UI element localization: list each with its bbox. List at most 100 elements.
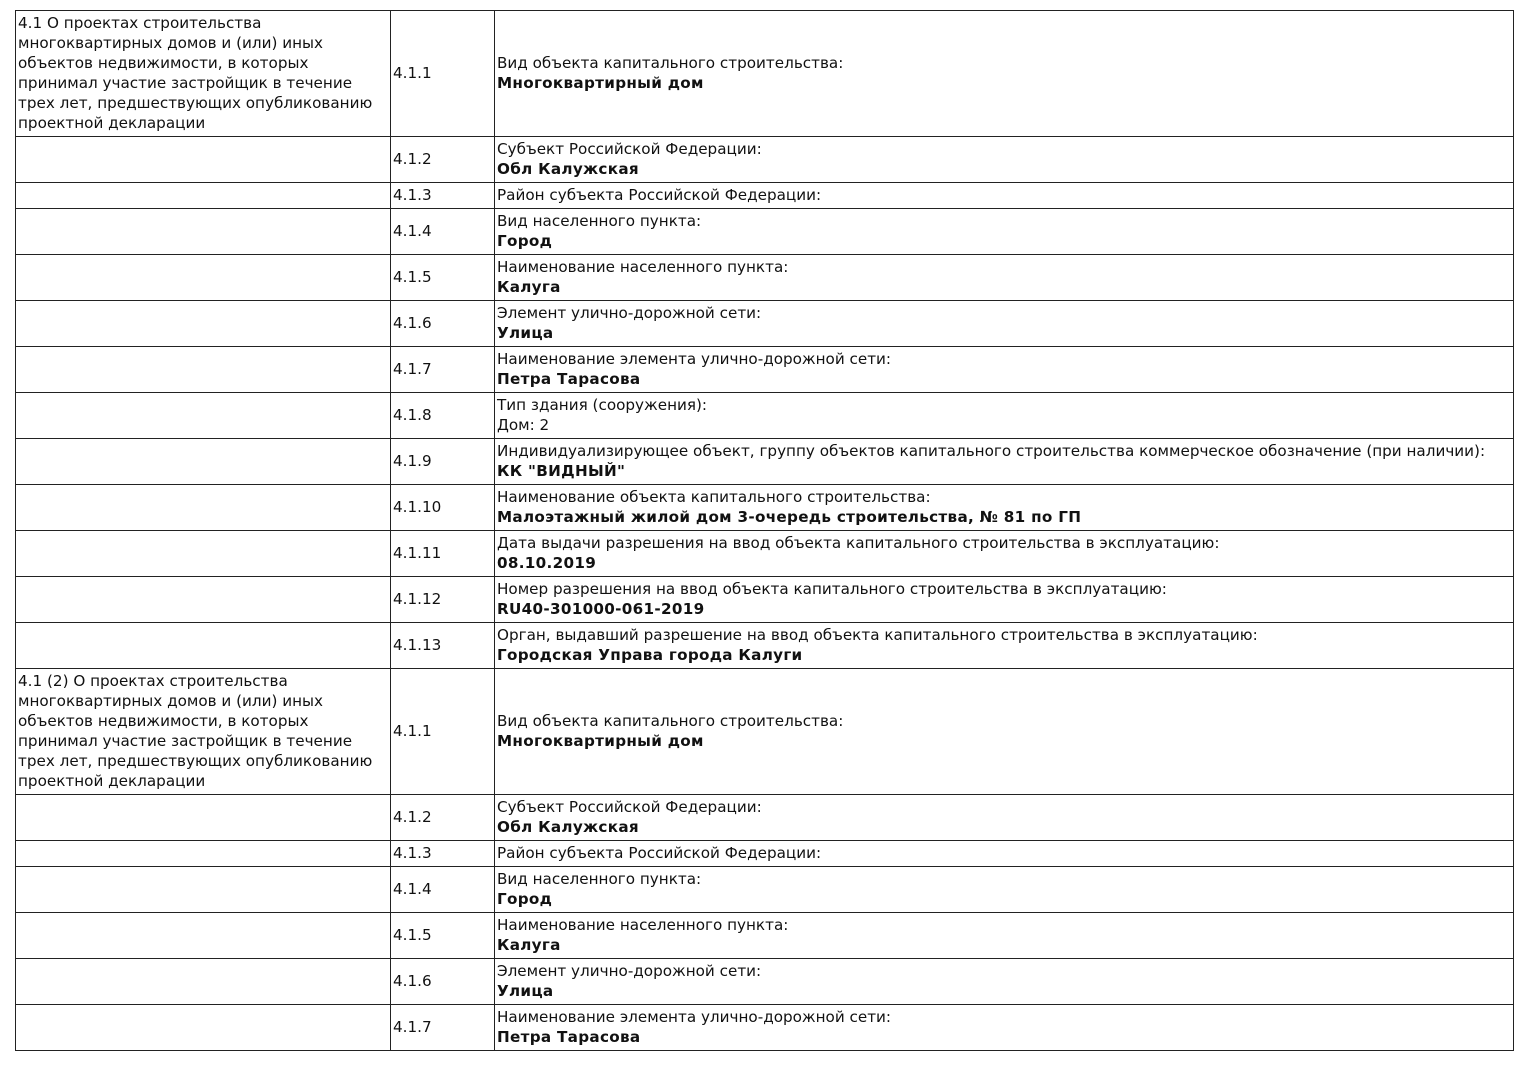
table-row: 4.1 О проектах строительства многокварти… <box>15 10 1514 137</box>
field-value: Многоквартирный дом <box>497 74 704 92</box>
field-label: Субъект Российской Федерации: <box>497 140 762 158</box>
field-label: Вид населенного пункта: <box>497 870 702 888</box>
section-cell <box>15 622 391 669</box>
section-cell <box>15 840 391 867</box>
section-cell <box>15 392 391 439</box>
table-row: 4.1.8 Тип здания (сооружения): Дом: 2 <box>15 392 1514 439</box>
table-row: 4.1.7 Наименование элемента улично-дорожн… <box>15 346 1514 393</box>
field-value: Калуга <box>497 936 561 954</box>
table-row: 4.1.10 Наименование объекта капитального … <box>15 484 1514 531</box>
section-cell <box>15 912 391 959</box>
item-content-cell: Наименование объекта капитального строит… <box>494 484 1514 531</box>
item-content-cell: Элемент улично-дорожной сети: Улица <box>494 958 1514 1005</box>
item-code-cell: 4.1.3 <box>390 182 495 209</box>
item-code-cell: 4.1.1 <box>390 10 495 137</box>
item-content-cell: Вид объекта капитального строительства: М… <box>494 10 1514 137</box>
field-label: Субъект Российской Федерации: <box>497 798 762 816</box>
field-label: Индивидуализирующее объект, группу объек… <box>497 442 1486 460</box>
field-value: Улица <box>497 982 554 1000</box>
section-cell <box>15 958 391 1005</box>
table-row: 4.1.13 Орган, выдавший разрешение на ввод… <box>15 622 1514 669</box>
table-row: 4.1.7 Наименование элемента улично-дорожн… <box>15 1004 1514 1051</box>
table-row: 4.1.3 Район субъекта Российской Федерации… <box>15 182 1514 209</box>
item-code-cell: 4.1.4 <box>390 866 495 913</box>
field-label: Орган, выдавший разрешение на ввод объек… <box>497 626 1258 644</box>
section-cell <box>15 300 391 347</box>
field-value: Обл Калужская <box>497 818 639 836</box>
field-label: Район субъекта Российской Федерации: <box>497 844 822 862</box>
item-code-cell: 4.1.1 <box>390 668 495 795</box>
field-value: Петра Тарасова <box>497 370 641 388</box>
field-label: Район субъекта Российской Федерации: <box>497 186 822 204</box>
table-row: 4.1.5 Наименование населенного пункта: Кал… <box>15 254 1514 301</box>
declaration-table: 4.1 О проектах строительства многокварти… <box>15 10 1514 1051</box>
item-code-cell: 4.1.13 <box>390 622 495 669</box>
item-code-cell: 4.1.9 <box>390 438 495 485</box>
table-row: 4.1 (2) О проектах строительства многокв… <box>15 668 1514 795</box>
item-content-cell: Район субъекта Российской Федерации: <box>494 840 1514 867</box>
field-label: Наименование населенного пункта: <box>497 258 789 276</box>
field-label: Элемент улично-дорожной сети: <box>497 304 762 322</box>
field-value: Город <box>497 232 553 250</box>
item-content-cell: Наименование населенного пункта: Калуга <box>494 254 1514 301</box>
field-label: Наименование элемента улично-дорожной се… <box>497 350 892 368</box>
section-cell: 4.1 (2) О проектах строительства многокв… <box>15 668 391 795</box>
item-content-cell: Наименование населенного пункта: Калуга <box>494 912 1514 959</box>
item-code-cell: 4.1.11 <box>390 530 495 577</box>
field-label: Элемент улично-дорожной сети: <box>497 962 762 980</box>
field-value: Обл Калужская <box>497 160 639 178</box>
item-content-cell: Субъект Российской Федерации: Обл Калужск… <box>494 136 1514 183</box>
section-cell <box>15 254 391 301</box>
field-label: Наименование объекта капитального строит… <box>497 488 931 506</box>
item-code-cell: 4.1.12 <box>390 576 495 623</box>
field-value: Улица <box>497 324 554 342</box>
section-cell <box>15 208 391 255</box>
section-cell <box>15 136 391 183</box>
item-code-cell: 4.1.4 <box>390 208 495 255</box>
item-code-cell: 4.1.7 <box>390 346 495 393</box>
item-content-cell: Субъект Российской Федерации: Обл Калужск… <box>494 794 1514 841</box>
item-content-cell: Вид объекта капитального строительства: М… <box>494 668 1514 795</box>
field-value: Петра Тарасова <box>497 1028 641 1046</box>
table-row: 4.1.11 Дата выдачи разрешения на ввод объ… <box>15 530 1514 577</box>
item-code-cell: 4.1.8 <box>390 392 495 439</box>
item-code-cell: 4.1.5 <box>390 254 495 301</box>
item-code-cell: 4.1.10 <box>390 484 495 531</box>
item-content-cell: Наименование элемента улично-дорожной се… <box>494 1004 1514 1051</box>
section-cell <box>15 576 391 623</box>
field-label: Вид объекта капитального строительства: <box>497 712 844 730</box>
item-content-cell: Номер разрешения на ввод объекта капитал… <box>494 576 1514 623</box>
item-code-cell: 4.1.5 <box>390 912 495 959</box>
field-label: Вид населенного пункта: <box>497 212 702 230</box>
field-value: Дом: 2 <box>497 416 550 434</box>
field-value: RU40-301000-061-2019 <box>497 600 705 618</box>
field-label: Наименование элемента улично-дорожной се… <box>497 1008 892 1026</box>
table-row: 4.1.4 Вид населенного пункта: Город <box>15 866 1514 913</box>
item-content-cell: Вид населенного пункта: Город <box>494 208 1514 255</box>
item-content-cell: Орган, выдавший разрешение на ввод объек… <box>494 622 1514 669</box>
table-row: 4.1.6 Элемент улично-дорожной сети: Улица <box>15 958 1514 1005</box>
field-label: Вид объекта капитального строительства: <box>497 54 844 72</box>
section-cell <box>15 438 391 485</box>
item-content-cell: Дата выдачи разрешения на ввод объекта к… <box>494 530 1514 577</box>
table-row: 4.1.2 Субъект Российской Федерации: Обл Ка… <box>15 136 1514 183</box>
field-label: Номер разрешения на ввод объекта капитал… <box>497 580 1167 598</box>
item-code-cell: 4.1.3 <box>390 840 495 867</box>
section-cell <box>15 182 391 209</box>
section-cell: 4.1 О проектах строительства многокварти… <box>15 10 391 137</box>
table-row: 4.1.6 Элемент улично-дорожной сети: Улица <box>15 300 1514 347</box>
field-value: Многоквартирный дом <box>497 732 704 750</box>
item-content-cell: Вид населенного пункта: Город <box>494 866 1514 913</box>
table-row: 4.1.9 Индивидуализирующее объект, группу … <box>15 438 1514 485</box>
item-content-cell: Индивидуализирующее объект, группу объек… <box>494 438 1514 485</box>
section-cell <box>15 1004 391 1051</box>
item-code-cell: 4.1.2 <box>390 794 495 841</box>
item-content-cell: Наименование элемента улично-дорожной се… <box>494 346 1514 393</box>
item-content-cell: Район субъекта Российской Федерации: <box>494 182 1514 209</box>
field-value: Малоэтажный жилой дом 3-очередь строител… <box>497 508 1082 526</box>
item-code-cell: 4.1.6 <box>390 958 495 1005</box>
table-row: 4.1.4 Вид населенного пункта: Город <box>15 208 1514 255</box>
field-label: Дата выдачи разрешения на ввод объекта к… <box>497 534 1220 552</box>
item-code-cell: 4.1.6 <box>390 300 495 347</box>
field-label: Тип здания (сооружения): <box>497 396 708 414</box>
